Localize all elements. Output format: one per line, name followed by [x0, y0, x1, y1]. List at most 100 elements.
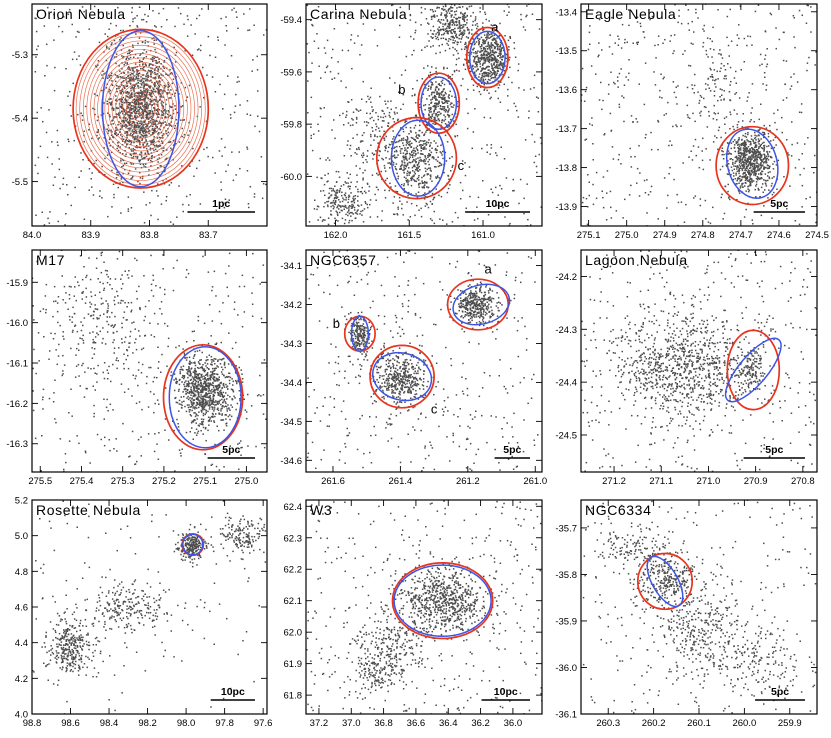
- star-point: [149, 117, 151, 119]
- star-point: [430, 116, 432, 119]
- star-point: [134, 100, 136, 103]
- star-point: [373, 139, 375, 141]
- star-point: [246, 146, 248, 148]
- star-point: [145, 117, 148, 120]
- star-point: [773, 112, 775, 115]
- star-point: [416, 137, 418, 139]
- star-point: [734, 93, 736, 95]
- star-point: [176, 111, 179, 114]
- star-point: [617, 158, 620, 161]
- star-point: [117, 142, 119, 144]
- star-point: [609, 190, 612, 193]
- star-point: [124, 140, 127, 142]
- star-point: [116, 88, 118, 90]
- star-point: [169, 141, 172, 143]
- star-point: [124, 62, 127, 64]
- star-point: [426, 181, 428, 184]
- star-point: [154, 148, 157, 151]
- star-point: [644, 192, 647, 194]
- star-point: [116, 129, 119, 131]
- star-point: [159, 144, 162, 147]
- star-point: [371, 126, 373, 129]
- star-point: [387, 150, 389, 153]
- star-point: [478, 90, 481, 93]
- star-point: [746, 148, 749, 150]
- star-point: [328, 192, 330, 195]
- star-point: [605, 219, 608, 221]
- star-point: [442, 97, 444, 99]
- star-point: [394, 146, 396, 148]
- star-point: [185, 195, 188, 198]
- star-point: [139, 177, 142, 179]
- star-point: [365, 101, 368, 103]
- star-point: [440, 97, 443, 99]
- star-point: [671, 144, 673, 146]
- star-point: [368, 185, 371, 188]
- star-point: [646, 212, 648, 214]
- star-point: [127, 121, 130, 123]
- star-point: [433, 128, 436, 131]
- star-point: [636, 167, 639, 170]
- star-point: [131, 72, 133, 75]
- star-point: [362, 80, 364, 83]
- star-point: [145, 103, 147, 105]
- star-point: [166, 92, 168, 94]
- star-point: [436, 36, 439, 38]
- star-point: [336, 190, 338, 192]
- star-point: [436, 176, 439, 178]
- star-point: [588, 31, 591, 34]
- star-point: [142, 112, 145, 115]
- star-point: [199, 106, 201, 108]
- star-point: [83, 130, 85, 132]
- star-point: [136, 77, 139, 80]
- star-point: [465, 45, 468, 47]
- star-point: [135, 76, 137, 78]
- star-point: [168, 141, 170, 144]
- star-point: [430, 93, 433, 96]
- star-point: [768, 145, 770, 147]
- star-point: [141, 138, 144, 140]
- star-point: [729, 84, 731, 86]
- star-point: [400, 148, 402, 150]
- star-point: [490, 50, 492, 52]
- star-point: [454, 32, 456, 34]
- star-point: [123, 64, 125, 66]
- star-point: [128, 111, 131, 113]
- star-point: [372, 154, 375, 156]
- star-point: [435, 151, 438, 154]
- star-point: [435, 37, 437, 40]
- star-point: [629, 147, 631, 150]
- star-point: [746, 44, 748, 47]
- star-point: [449, 29, 451, 32]
- star-point: [149, 87, 151, 89]
- star-point: [472, 38, 474, 40]
- star-point: [429, 174, 432, 176]
- star-point: [441, 34, 443, 36]
- star-point: [444, 49, 447, 52]
- star-point: [457, 27, 459, 29]
- star-point: [155, 81, 158, 83]
- star-point: [223, 93, 226, 96]
- star-point: [492, 37, 495, 40]
- star-point: [139, 127, 142, 130]
- star-point: [416, 148, 418, 151]
- star-point: [447, 106, 449, 109]
- star-point: [483, 60, 486, 62]
- star-point: [132, 163, 135, 165]
- star-point: [233, 7, 235, 10]
- star-point: [103, 147, 105, 149]
- star-point: [801, 153, 803, 155]
- star-point: [473, 41, 475, 43]
- star-point: [495, 74, 498, 76]
- star-point: [528, 117, 530, 119]
- star-point: [462, 189, 464, 192]
- star-point: [482, 180, 484, 182]
- star-point: [159, 98, 161, 101]
- star-point: [773, 160, 776, 163]
- star-point: [745, 151, 748, 153]
- star-point: [444, 111, 447, 113]
- star-point: [153, 57, 155, 60]
- star-point: [203, 96, 205, 99]
- star-point: [402, 93, 405, 96]
- star-point: [423, 133, 426, 135]
